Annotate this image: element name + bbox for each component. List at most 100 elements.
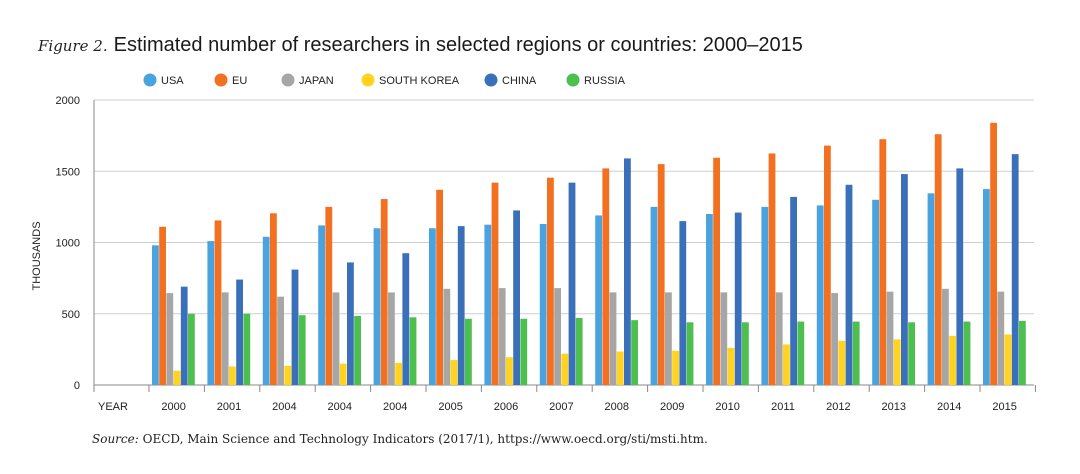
bar-south-korea xyxy=(838,340,846,385)
bar-china xyxy=(568,182,576,385)
bar-japan xyxy=(775,292,783,385)
bar-china xyxy=(679,221,687,385)
x-tick-label: 2004 xyxy=(328,401,352,413)
bar-china xyxy=(956,168,964,385)
bar-south-korea xyxy=(506,357,513,385)
x-tick-label: 2006 xyxy=(494,401,518,413)
bar-china xyxy=(845,184,853,385)
y-tick-label: 500 xyxy=(62,309,80,321)
bar-japan xyxy=(498,288,506,385)
bar-south-korea xyxy=(229,366,236,385)
bar-japan xyxy=(831,293,838,385)
bar-china xyxy=(790,196,797,385)
bar-russia xyxy=(742,322,749,385)
source-note: Source: OECD, Main Science and Technolog… xyxy=(92,432,708,446)
bar-china xyxy=(901,174,908,385)
bar-china xyxy=(457,226,465,385)
bar-eu xyxy=(547,177,554,385)
x-tick-label: 2001 xyxy=(217,401,241,413)
bar-south-korea xyxy=(284,365,292,385)
bar-russia xyxy=(908,322,915,385)
x-tick-label: 2012 xyxy=(826,401,850,413)
bar-usa xyxy=(706,214,713,385)
x-tick-label: 2004 xyxy=(383,401,407,413)
x-tick-label: 2011 xyxy=(771,401,795,413)
legend-label: RUSSIA xyxy=(584,75,626,87)
bar-eu xyxy=(990,122,997,386)
bar-japan xyxy=(277,296,284,385)
bar-south-korea xyxy=(339,363,347,385)
bar-russia xyxy=(1019,320,1026,385)
bar-eu xyxy=(824,145,831,385)
bar-japan xyxy=(554,288,561,385)
bar-eu xyxy=(270,213,277,385)
legend-label: SOUTH KOREA xyxy=(379,75,460,87)
bar-china xyxy=(734,212,742,385)
bar-south-korea xyxy=(395,362,402,385)
bar-usa xyxy=(761,206,769,385)
bar-eu xyxy=(879,139,887,385)
bar-south-korea xyxy=(1004,334,1012,385)
bar-russia xyxy=(188,313,195,385)
figure-title: Figure 2. Estimated number of researchers… xyxy=(38,34,803,57)
legend-swatch xyxy=(566,73,580,87)
y-axis-label: THOUSANDS xyxy=(31,221,43,290)
bar-russia xyxy=(354,315,361,385)
y-tick-label: 1500 xyxy=(56,166,80,178)
bar-russia xyxy=(243,313,251,385)
bar-usa xyxy=(373,228,381,385)
bar-japan xyxy=(609,292,617,385)
legend-swatch xyxy=(143,73,157,87)
bar-south-korea xyxy=(450,360,458,385)
bar-china xyxy=(513,210,520,385)
bar-usa xyxy=(927,193,935,385)
bar-south-korea xyxy=(173,370,181,385)
bar-eu xyxy=(768,153,776,385)
bar-china xyxy=(624,158,631,385)
bar-usa xyxy=(429,228,436,385)
bar-usa xyxy=(595,215,602,385)
bar-japan xyxy=(997,291,1005,385)
bar-usa xyxy=(262,236,270,385)
x-axis-label: YEAR xyxy=(98,401,128,413)
bar-usa xyxy=(983,189,990,385)
bar-russia xyxy=(963,321,971,385)
bar-russia xyxy=(797,321,805,385)
bar-japan xyxy=(332,292,340,385)
bar-eu xyxy=(159,226,166,385)
bar-japan xyxy=(166,293,174,385)
bar-china xyxy=(1011,154,1019,385)
legend-swatch xyxy=(361,73,375,87)
bar-usa xyxy=(650,206,658,385)
bar-japan xyxy=(720,292,728,385)
bar-china xyxy=(180,286,188,385)
bar-usa xyxy=(484,224,492,385)
bar-eu xyxy=(325,206,333,385)
bar-japan xyxy=(665,292,672,385)
chart-legend: USA EU JAPAN SOUTH KOREA CHINA RUSSIA xyxy=(143,73,626,87)
bar-japan xyxy=(388,292,395,385)
bar-usa xyxy=(539,223,547,385)
figure-label: Figure 2. xyxy=(38,37,108,55)
bar-usa xyxy=(872,199,879,385)
bar-south-korea xyxy=(727,347,735,385)
legend-label: EU xyxy=(232,75,247,87)
bar-china xyxy=(291,269,299,385)
bar-eu xyxy=(491,182,499,385)
legend-swatch xyxy=(484,73,498,87)
bar-south-korea xyxy=(893,339,901,385)
bar-usa xyxy=(816,205,824,385)
bar-china xyxy=(347,262,354,385)
legend-swatch xyxy=(214,73,228,87)
bar-russia xyxy=(465,318,472,385)
bar-south-korea xyxy=(561,353,569,385)
x-tick-label: 2000 xyxy=(161,401,185,413)
bar-eu xyxy=(657,164,665,385)
legend-label: JAPAN xyxy=(299,75,334,87)
bar-usa xyxy=(318,225,325,385)
bar-japan xyxy=(942,288,949,385)
bar-japan xyxy=(443,288,451,385)
bar-russia xyxy=(631,320,638,385)
source-text: OECD, Main Science and Technology Indica… xyxy=(142,432,708,446)
